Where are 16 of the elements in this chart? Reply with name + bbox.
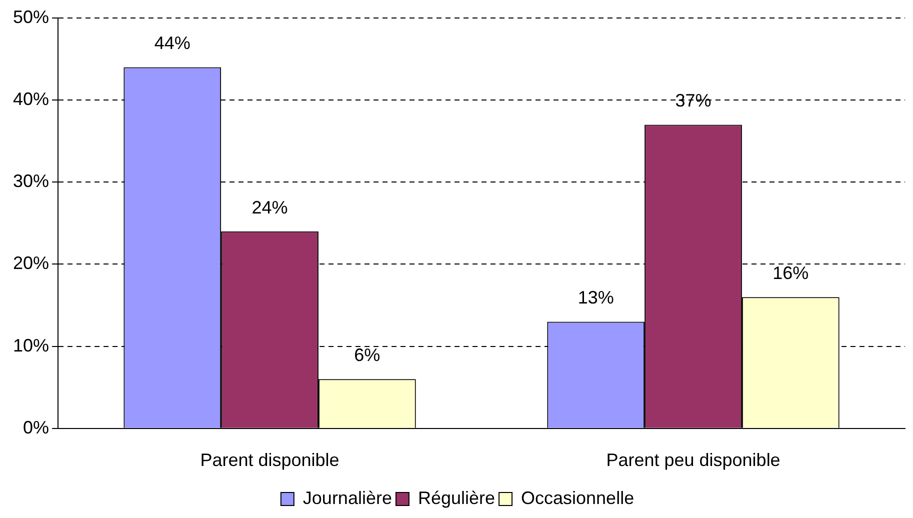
- data-label: 13%: [578, 288, 614, 308]
- y-tick-label: 50%: [12, 6, 50, 27]
- data-label: 24%: [252, 197, 288, 218]
- data-label: 44%: [154, 33, 190, 54]
- legend-label: Régulière: [418, 488, 496, 508]
- x-tick-label: Parent peu disponible: [606, 450, 780, 470]
- y-tick-label: 0%: [23, 417, 50, 438]
- legend-label: Occasionnelle: [521, 488, 634, 508]
- y-tick-label: 30%: [12, 171, 50, 192]
- x-tick-label: Parent disponible: [200, 450, 340, 470]
- data-label: 16%: [772, 263, 809, 284]
- y-tick-label: 40%: [12, 89, 50, 110]
- y-tick-label: 10%: [12, 335, 50, 356]
- y-tick-label: 20%: [12, 253, 50, 274]
- data-label: 6%: [354, 345, 380, 366]
- legend-label: Journalière: [302, 488, 392, 508]
